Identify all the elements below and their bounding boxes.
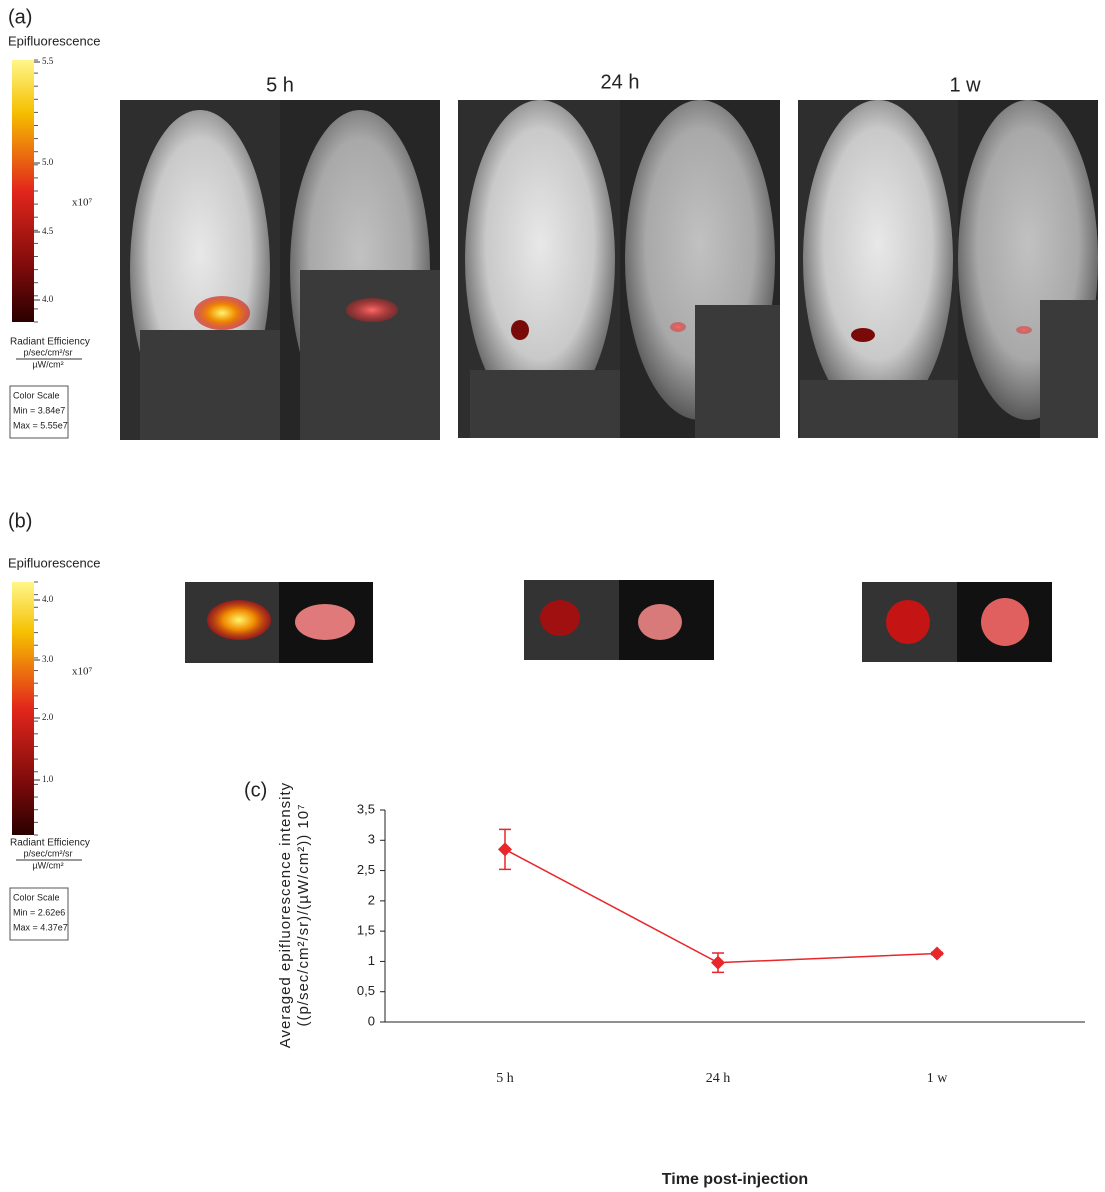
y-tick-label: 2 <box>368 892 375 907</box>
unit-numerator: p/sec/cm²/sr <box>23 848 72 858</box>
x-tick-label: 1 w <box>927 1071 949 1086</box>
data-point <box>930 947 944 961</box>
images <box>120 100 1098 663</box>
colorbar-tick-label: 1.0 <box>42 774 54 784</box>
color-scale-text: Max = 5.55e7 <box>13 420 68 430</box>
panel-label: (a) <box>8 6 32 28</box>
color-scale-text: Color Scale <box>13 892 60 902</box>
organ-pair <box>185 582 373 663</box>
colorbar-exponent: x10⁷ <box>72 666 93 678</box>
y-tick-label: 0,5 <box>357 983 375 998</box>
y-axis-label: Averaged epifluorescence intensity <box>277 782 294 1048</box>
panel-label: (c) <box>244 779 267 801</box>
mouse-pair <box>120 100 440 440</box>
y-tick-label: 0 <box>368 1013 375 1028</box>
colorbar-tick-label: 4.5 <box>42 226 54 236</box>
y-tick-label: 2,5 <box>357 862 375 877</box>
colorbar <box>12 582 34 835</box>
unit-denominator: µW/cm² <box>32 359 63 369</box>
organ-pair <box>524 580 714 660</box>
time-label: 1 w <box>949 74 981 96</box>
colorbar-tick-label: 5.5 <box>42 56 54 66</box>
colorbar-title: Epifluorescence <box>8 33 101 48</box>
y-tick-label: 3 <box>368 832 375 847</box>
colorbar-tick-label: 4.0 <box>42 294 54 304</box>
unit-denominator: µW/cm² <box>32 860 63 870</box>
y-tick-label: 1,5 <box>357 923 375 938</box>
y-axis-label: ((p/sec/cm²/sr)/(µW/cm²)) 10⁷ <box>295 803 312 1026</box>
colorbar-exponent: x10⁷ <box>72 197 93 209</box>
colorbar-title: Epifluorescence <box>8 555 101 570</box>
x-tick-label: 5 h <box>496 1071 514 1086</box>
time-label: 5 h <box>266 74 294 96</box>
y-tick-label: 3,5 <box>357 801 375 816</box>
colorbar-tick-label: 2.0 <box>42 712 54 722</box>
data-point <box>711 956 725 970</box>
x-axis-label: Time post-injection <box>662 1171 808 1188</box>
color-scale-text: Color Scale <box>13 390 60 400</box>
color-scale-text: Min = 2.62e6 <box>13 907 65 917</box>
colorbar-tick-label: 5.0 <box>42 157 54 167</box>
colorbar-tick-label: 4.0 <box>42 594 54 604</box>
color-scale-text: Max = 4.37e7 <box>13 922 68 932</box>
unit-numerator: p/sec/cm²/sr <box>23 347 72 357</box>
figure: (a) 5 h 24 h 1 w (b) Epifluorescence 5.5 5.0 4.5… <box>0 0 1105 1192</box>
panel-label: (b) <box>8 510 32 532</box>
mouse-pair <box>458 100 780 438</box>
mouse-pair <box>798 100 1098 438</box>
time-label: 24 h <box>601 71 640 93</box>
data-point <box>498 842 512 856</box>
colorbar <box>12 60 34 322</box>
x-tick-label: 24 h <box>706 1071 731 1086</box>
unit-label: Radiant Efficiency <box>10 838 90 849</box>
colorbar-tick-label: 3.0 <box>42 654 54 664</box>
unit-label: Radiant Efficiency <box>10 337 90 348</box>
data-line <box>505 849 937 962</box>
color-scale-text: Min = 3.84e7 <box>13 405 65 415</box>
organ-pair <box>862 582 1052 662</box>
y-tick-label: 1 <box>368 953 375 968</box>
